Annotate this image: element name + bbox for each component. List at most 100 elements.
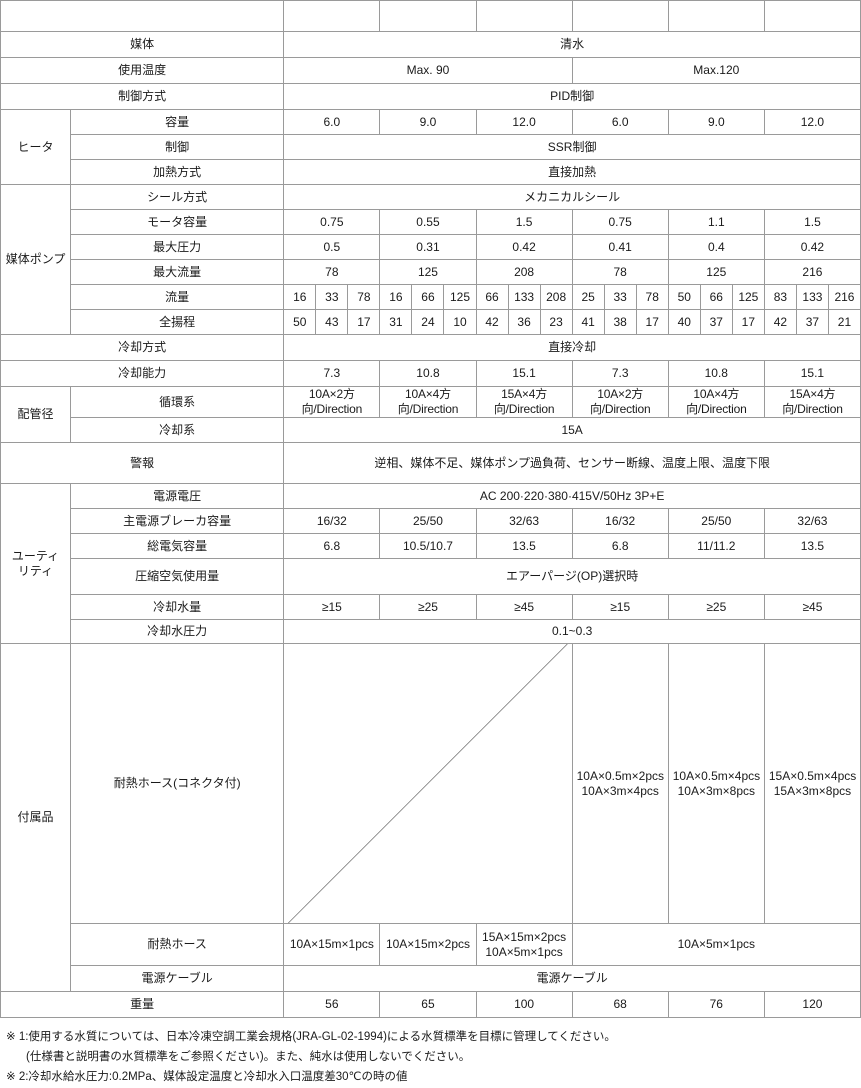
value-pump-max-pressure-2: 0.31 [379,234,477,260]
table-row-cooling-capacity: 冷却能力 7.3 10.8 15.1 7.3 10.8 15.1 [0,360,861,387]
value-utility-breaker-3: 32/63 [475,508,573,534]
value-pump-max-flow-5: 125 [667,259,765,285]
value-pump-flow-6-a: 83 [763,284,797,310]
value-temperature-mid: Max.120 [571,57,861,84]
value-hose-merged: 10A×5m×1pcs [571,923,861,967]
table-row-utility-cooling-pressure: 冷却水圧力 0.1~0.3 [1,619,861,644]
value-hose-connector-5-line1: 10A×0.5m×4pcs [672,768,761,783]
value-pump-motor-2: 0.55 [379,209,477,235]
value-piping-circulation-5: 10A×4方向/Direction [667,386,765,418]
table-row-heater-heating: 加熱方式 直接加熱 [1,159,861,185]
row-label-temperature: 使用温度 [0,57,285,84]
value-cooling-method: 直接冷却 [283,334,861,361]
value-pump-flow-1-a: 16 [283,284,317,310]
value-utility-cooling-pressure: 0.1~0.3 [283,619,861,644]
value-weight-2: 65 [379,991,477,1019]
value-pump-max-pressure-3: 0.42 [475,234,573,260]
value-cooling-capacity-4: 7.3 [571,360,669,387]
table-row-utility-cooling-water: 冷却水量 ≥15 ≥25 ≥45 ≥15 ≥25 ≥45 [1,594,861,620]
value-pump-flow-4-a: 25 [571,284,605,310]
value-pump-flow-4-c: 78 [635,284,669,310]
value-heater-capacity-1: 6.0 [283,109,381,135]
value-pump-max-flow-3: 208 [475,259,573,285]
value-weight-6: 120 [763,991,861,1019]
value-hose-3-line2: 10A×5m×1pcs [485,944,563,959]
table-row-control-method: 制御方式 PID制御 [0,83,861,110]
value-hose-connector-4-line2: 10A×3m×4pcs [581,783,659,798]
header-model-1: TWK-200L-KS [283,0,381,32]
table-row-accessories-hose-connector: 付属品 耐熱ホース(コネクタ付) 10A×0.5m×2pcs 10A×3m×4p… [0,642,861,993]
value-pump-max-pressure-5: 0.4 [667,234,765,260]
value-pump-flow-2-c: 125 [443,284,477,310]
value-heater-heating: 直接加熱 [283,159,861,185]
value-utility-total-power-4: 6.8 [571,533,669,559]
header-model-label: 型式 [0,0,285,32]
row-label-hose-connector: 耐熱ホース(コネクタ付) [70,642,285,925]
header-model-4: TWK-200M-KS [571,0,669,32]
value-pump-flow-6-b: 133 [795,284,829,310]
value-cooling-capacity-2: 10.8 [379,360,477,387]
value-hose-connector-5: 10A×0.5m×4pcs 10A×3m×8pcs [667,642,765,925]
value-cooling-capacity-5: 10.8 [667,360,765,387]
value-pump-flow-6-c: 216 [827,284,861,310]
value-pump-head-5-a: 40 [667,309,701,335]
value-utility-cooling-water-6: ≥45 [763,594,861,620]
value-heater-capacity-3: 12.0 [475,109,573,135]
value-cooling-capacity-6: 15.1 [763,360,861,387]
row-group-piping: 配管径 [0,386,72,443]
row-label-cooling-method: 冷却方式 [0,334,285,361]
value-pump-head-6-c: 21 [827,309,861,335]
value-medium: 清水 [283,31,861,58]
row-label-heater-capacity: 容量 [70,109,285,135]
value-pump-flow-5-a: 50 [667,284,701,310]
value-heater-capacity-6: 12.0 [763,109,861,135]
table-row-pump-seal: 媒体ポンプ シール方式 メカニカルシール [0,184,861,335]
footnote-1-continued: (仕様書と説明書の水質標準をご参照ください)。また、純水は使用しないでください。 [26,1051,471,1064]
value-hose-connector-4: 10A×0.5m×2pcs 10A×3m×4pcs [571,642,669,925]
row-group-accessories: 付属品 [0,642,72,993]
table-row-alarm: 警報 逆相、媒体不足、媒体ポンプ過負荷、センサー断線、温度上限、温度下限 [0,442,861,484]
value-weight-3: 100 [475,991,573,1019]
table-row-pump-max-flow: 最大流量 78 125 208 78 125 216 [1,259,861,285]
value-utility-total-power-5: 11/11.2 [667,533,765,559]
value-piping-cooling: 15A [283,417,861,443]
value-pump-head-5-b: 37 [699,309,733,335]
row-group-heater: ヒータ [0,109,72,185]
table-row-weight: 重量 56 65 100 68 76 120 [0,991,861,1019]
value-weight-5: 76 [667,991,765,1019]
table-row-temperature: 使用温度 Max. 90 Max.120 [0,57,861,84]
row-label-utility-cooling-pressure: 冷却水圧力 [70,619,285,644]
value-utility-cooling-water-2: ≥25 [379,594,477,620]
value-weight-4: 68 [571,991,669,1019]
value-heater-capacity-5: 9.0 [667,109,765,135]
value-hose-connector-6-line1: 15A×0.5m×4pcs [768,768,857,783]
table-row-utility-total-power: 総電気容量 6.8 10.5/10.7 13.5 6.8 11/11.2 13.… [1,533,861,559]
footnote-1: ※ 1:使用する水質については、日本冷凍空調工業会規格(JRA-GL-02-19… [6,1031,616,1044]
value-pump-motor-3: 1.5 [475,209,573,235]
value-pump-flow-1-b: 33 [315,284,349,310]
value-pump-head-2-c: 10 [443,309,477,335]
row-label-utility-total-power: 総電気容量 [70,533,285,559]
header-model-5: TWK-600M-KS [667,0,765,32]
table-row-accessories-hose: 耐熱ホース 10A×15m×1pcs 10A×15m×2pcs 15A×15m×… [1,923,861,967]
table-row-accessories-power-cable: 電源ケーブル 電源ケーブル [1,965,861,993]
value-utility-cooling-water-1: ≥15 [283,594,381,620]
value-pump-max-pressure-1: 0.5 [283,234,381,260]
value-pump-head-4-b: 38 [603,309,637,335]
row-label-control-method: 制御方式 [0,83,285,110]
row-label-cooling-capacity: 冷却能力 [0,360,285,387]
value-temperature-low: Max. 90 [283,57,573,84]
table-row-medium: 媒体 清水 [0,31,861,58]
value-piping-circulation-6: 15A×4方向/Direction [763,386,861,418]
value-utility-total-power-3: 13.5 [475,533,573,559]
row-label-piping-circulation: 循環系 [70,386,285,418]
row-label-pump-head: 全揚程 [70,309,285,335]
value-pump-head-5-c: 17 [731,309,765,335]
table-row-utility-breaker: 主電源ブレーカ容量 16/32 25/50 32/63 16/32 25/50 … [1,508,861,534]
table-row-pump-head: 全揚程 50 43 17 31 24 10 42 36 23 41 38 17 … [1,309,861,335]
value-utility-total-power-2: 10.5/10.7 [379,533,477,559]
value-pump-flow-3-b: 133 [507,284,541,310]
value-pump-flow-3-a: 66 [475,284,509,310]
value-control-method: PID制御 [283,83,861,110]
header-model-3: TWK-1200L-KS [475,0,573,32]
